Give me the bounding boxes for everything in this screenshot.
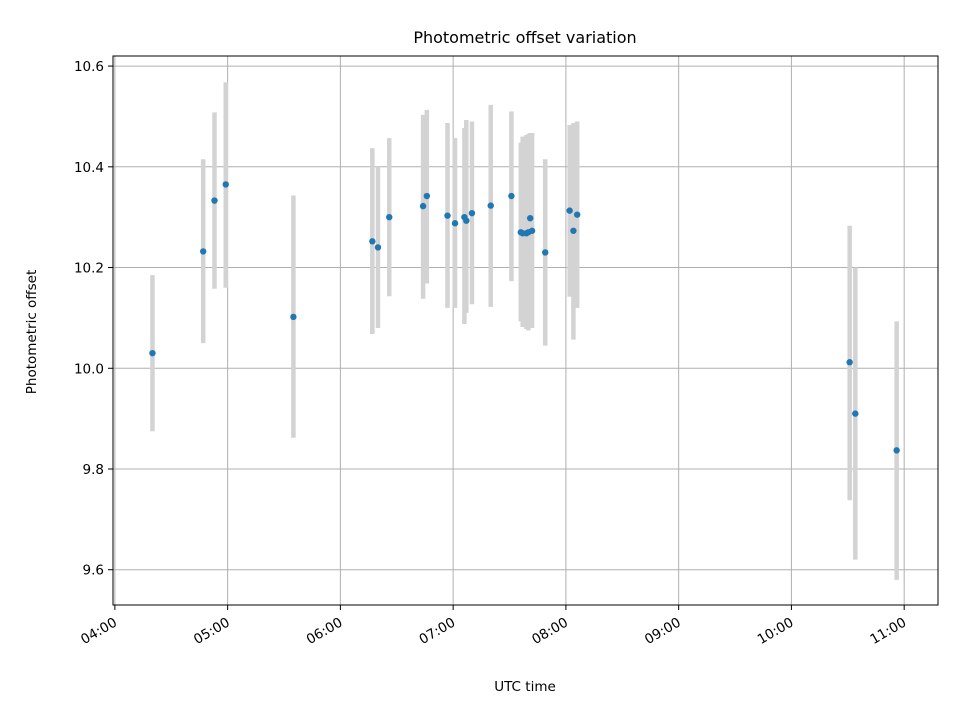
y-tick-layer: 9.6 9.8 10.0 10.2 10.4 10.6 xyxy=(74,59,113,579)
y-tick-label: 9.8 xyxy=(83,462,104,478)
data-point xyxy=(508,192,515,200)
errorbar-layer xyxy=(150,82,899,580)
x-tick-layer: 04:00 05:00 06:00 07:00 08:00 09:00 10:00 11:00 xyxy=(78,605,909,648)
x-tick-label: 07:00 xyxy=(416,615,458,648)
data-point xyxy=(290,313,297,321)
data-point xyxy=(386,213,393,221)
data-point xyxy=(566,207,573,214)
y-tick-label: 10.0 xyxy=(74,361,104,377)
data-point xyxy=(444,212,451,219)
data-point xyxy=(526,214,534,222)
y-tick-label: 9.6 xyxy=(83,563,104,579)
chart-title: Photometric offset variation xyxy=(413,28,636,47)
y-tick-label: 10.4 xyxy=(74,160,104,176)
x-tick-label: 05:00 xyxy=(191,615,233,648)
data-point xyxy=(487,202,494,209)
x-tick-label: 08:00 xyxy=(529,615,571,648)
data-point xyxy=(369,238,376,245)
x-tick-label: 09:00 xyxy=(642,615,684,648)
data-point xyxy=(451,220,459,227)
x-tick-label: 11:00 xyxy=(867,615,909,648)
plot-frame xyxy=(112,55,939,606)
data-point xyxy=(423,192,431,200)
data-point xyxy=(419,202,427,210)
data-point xyxy=(893,447,900,454)
x-axis-label: UTC time xyxy=(494,679,556,695)
data-point xyxy=(846,359,853,366)
point-layer xyxy=(149,181,900,454)
x-tick-label: 06:00 xyxy=(304,615,346,648)
data-point xyxy=(222,181,229,188)
data-point xyxy=(542,249,549,256)
data-point xyxy=(528,227,536,234)
data-point xyxy=(468,209,476,217)
data-point xyxy=(570,227,577,234)
y-tick-label: 10.2 xyxy=(74,261,104,277)
data-point xyxy=(200,248,207,255)
y-tick-label: 10.6 xyxy=(74,59,104,75)
data-point xyxy=(211,197,218,204)
data-point xyxy=(573,211,581,218)
x-tick-label: 04:00 xyxy=(78,615,120,648)
data-point xyxy=(149,349,156,357)
data-point xyxy=(852,410,859,417)
y-axis-label: Photometric offset xyxy=(24,270,40,394)
x-tick-label: 10:00 xyxy=(755,615,797,648)
data-point xyxy=(374,244,382,251)
data-point xyxy=(463,217,470,224)
